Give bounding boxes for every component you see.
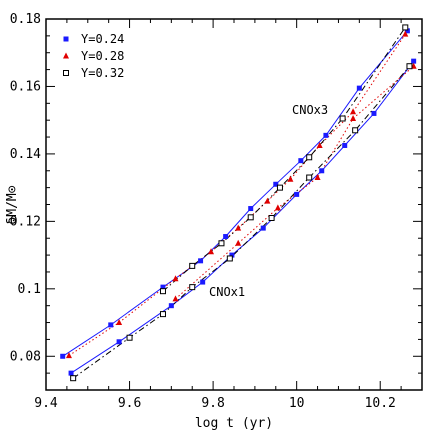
data-point-cnox3-y028 [350, 108, 357, 115]
data-point-cnox1-y032 [126, 334, 133, 341]
data-point-cnox1-y032 [159, 311, 166, 318]
annotation-cnox1: CNOx1 [209, 285, 245, 299]
series-line-cnox1-y032 [72, 65, 410, 379]
series-markers [60, 24, 417, 382]
series-line-cnox3-y028 [68, 33, 406, 357]
data-point-cnox1-y028 [172, 295, 179, 302]
legend: Y=0.24 Y=0.28 Y=0.32 [63, 32, 124, 80]
y-tick-label: 0.12 [10, 214, 41, 229]
data-point-cnox3-y032 [306, 154, 313, 161]
legend-marker-1 [63, 52, 69, 59]
data-point-cnox1-y032 [70, 375, 77, 382]
data-point-cnox1-y024 [229, 252, 235, 258]
data-point-cnox3-y032 [218, 240, 225, 247]
data-point-cnox3-y032 [339, 115, 346, 122]
data-point-cnox1-y024 [371, 110, 377, 116]
data-point-cnox1-y032 [189, 284, 196, 291]
data-point-cnox1-y024 [68, 370, 74, 376]
x-tick-label: 10.2 [365, 396, 396, 411]
data-point-cnox1-y032 [306, 174, 313, 181]
data-point-cnox3-y032 [159, 288, 166, 295]
data-point-cnox1-y024 [168, 303, 174, 309]
data-point-cnox1-y024 [260, 225, 266, 231]
legend-marker-0 [63, 36, 69, 42]
x-tick-label: 9.6 [118, 396, 141, 411]
data-point-cnox1-y028 [274, 204, 281, 211]
series-line-cnox1-y028 [175, 65, 414, 300]
data-point-cnox1-y024 [411, 58, 417, 64]
y-tick-label: 0.08 [10, 349, 41, 364]
data-point-cnox3-y028 [208, 248, 215, 255]
data-point-cnox1-y028 [314, 174, 321, 181]
data-point-cnox3-y032 [189, 262, 196, 269]
data-point-cnox3-y032 [247, 214, 254, 221]
data-point-cnox1-y024 [200, 279, 206, 285]
legend-label-0: Y=0.24 [81, 32, 124, 46]
annotation-cnox3: CNOx3 [292, 103, 328, 117]
data-point-cnox3-y032 [402, 24, 409, 31]
data-point-cnox1-y024 [319, 168, 325, 174]
data-point-cnox1-y032 [406, 63, 413, 70]
data-point-cnox1-y024 [342, 142, 348, 148]
y-tick-label: 0.16 [10, 79, 41, 94]
data-point-cnox3-y028 [287, 175, 294, 182]
data-point-cnox3-y028 [264, 197, 271, 204]
data-point-cnox3-y028 [316, 141, 323, 148]
y-tick-label: 0.1 [18, 282, 41, 297]
data-point-cnox3-y028 [65, 352, 72, 359]
series-line-cnox3-y032 [162, 27, 406, 292]
data-point-cnox1-y032 [352, 127, 359, 134]
y-tick-label: 0.18 [10, 12, 41, 27]
data-point-cnox1-y028 [350, 114, 357, 121]
data-point-cnox3-y024 [223, 234, 229, 240]
data-point-cnox3-y024 [356, 85, 362, 91]
x-tick-label: 10 [289, 396, 305, 411]
data-point-cnox3-y024 [404, 28, 410, 34]
data-point-cnox1-y032 [226, 255, 233, 262]
data-point-cnox3-y024 [248, 206, 254, 212]
data-point-cnox1-y028 [235, 239, 242, 246]
data-point-cnox1-y024 [294, 191, 300, 197]
data-point-cnox1-y032 [268, 214, 275, 221]
y-axis-label: δM/M⊙ [5, 185, 20, 224]
data-point-cnox3-y028 [172, 275, 179, 282]
y-tick-label: 0.14 [10, 147, 41, 162]
x-tick-label: 9.4 [34, 396, 58, 411]
data-point-cnox3-y024 [160, 284, 166, 290]
data-point-cnox1-y024 [116, 339, 122, 345]
legend-label-2: Y=0.32 [81, 66, 124, 80]
axis-ticks: 9.4 9.6 9.8 10 10.2 0.08 0.1 0.12 0.14 0.16 0.18 [10, 12, 422, 411]
data-point-cnox3-y024 [298, 158, 304, 164]
data-point-cnox3-y024 [108, 322, 114, 328]
data-point-cnox3-y024 [323, 132, 329, 138]
x-axis-label: log t (yr) [195, 416, 273, 431]
data-point-cnox3-y024 [198, 258, 204, 264]
data-point-cnox3-y024 [273, 181, 279, 187]
x-tick-label: 9.8 [201, 396, 224, 411]
data-point-cnox3-y024 [60, 353, 66, 359]
data-point-cnox3-y032 [276, 184, 283, 191]
data-point-cnox3-y028 [116, 319, 123, 326]
legend-marker-2 [63, 70, 69, 76]
data-point-cnox3-y028 [235, 224, 242, 231]
data-point-cnox3-y028 [402, 30, 409, 37]
legend-label-1: Y=0.28 [81, 49, 124, 63]
series-lines [62, 27, 414, 379]
